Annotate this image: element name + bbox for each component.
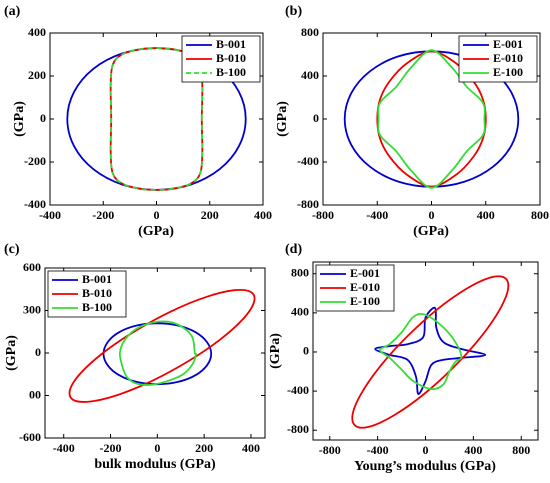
- legend-label: B-100: [82, 300, 112, 314]
- y-tick-label: -800: [297, 197, 319, 211]
- curve: [351, 275, 510, 429]
- panel-label: (b): [285, 4, 302, 19]
- legend-label: B-001: [216, 37, 246, 51]
- legend-label: E-010: [350, 280, 380, 294]
- x-tick-label: -800: [312, 208, 334, 222]
- x-tick-label: -400: [367, 443, 389, 457]
- y-tick-label: -400: [287, 383, 309, 397]
- x-tick-label: -400: [53, 441, 75, 455]
- y-axis-label: (GPa): [268, 333, 283, 369]
- x-tick-label: 0: [429, 208, 435, 222]
- curve: [377, 49, 486, 189]
- x-tick-label: 0: [423, 443, 429, 457]
- legend-label: B-010: [82, 286, 112, 300]
- x-tick-label: -200: [92, 208, 114, 222]
- x-tick-label: 400: [477, 208, 495, 222]
- x-tick-label: 200: [201, 208, 219, 222]
- legend-label: B-010: [216, 51, 246, 65]
- panel: -400 -200 0 200 400 -400 -200 0 200 400 (a) (GPa) (G…: [4, 4, 272, 239]
- panel-label: (c): [4, 242, 20, 257]
- x-tick-label: -400: [366, 208, 388, 222]
- y-tick-label: -200: [24, 154, 46, 168]
- x-tick-label: 800: [531, 208, 549, 222]
- y-tick-label: 800: [291, 265, 309, 279]
- x-tick-label: 800: [512, 443, 530, 457]
- y-tick-label: 600: [23, 260, 41, 274]
- legend-label: E-001: [350, 266, 380, 280]
- legend-label: B-100: [216, 65, 246, 79]
- panel: -800 -400 0 400 800 -800 -400 0 400 800 (b) (GPa) (G…: [275, 4, 549, 239]
- y-tick-label: 400: [291, 305, 309, 319]
- x-tick-label: -800: [319, 443, 341, 457]
- legend-label: E-100: [493, 65, 523, 79]
- y-tick-label: -800: [287, 422, 309, 436]
- x-tick-label: -200: [100, 441, 122, 455]
- legend-label: E-010: [493, 51, 523, 65]
- y-tick-label: -400: [24, 197, 46, 211]
- legend-label: E-100: [350, 294, 380, 308]
- y-tick-label: -600: [19, 430, 41, 444]
- x-tick-label: 400: [242, 441, 260, 455]
- y-axis-label: (GPa): [4, 335, 19, 371]
- x-axis-label: Young’s modulus (GPa): [354, 459, 496, 474]
- y-tick-label: 00: [29, 387, 41, 401]
- legend-label: B-001: [82, 272, 112, 286]
- y-tick-label: 200: [28, 68, 46, 82]
- y-tick-label: -400: [297, 154, 319, 168]
- curve: [379, 312, 463, 391]
- y-tick-label: 300: [23, 302, 41, 316]
- y-tick-label: 800: [301, 25, 319, 39]
- y-tick-label: 400: [28, 25, 46, 39]
- x-tick-label: 0: [154, 441, 160, 455]
- legend-label: E-001: [493, 37, 523, 51]
- x-tick-label: 0: [154, 208, 160, 222]
- y-tick-label: 400: [301, 68, 319, 82]
- x-axis-label: bulk modulus (GPa): [94, 457, 216, 472]
- x-tick-label: 200: [195, 441, 213, 455]
- y-tick-label: 0: [40, 111, 46, 125]
- panel: -800 -400 0 400 800 800 400 0 -400 -800 (d) Young’s…: [268, 242, 539, 474]
- x-axis-label: (GPa): [138, 224, 174, 239]
- x-tick-label: -400: [39, 208, 61, 222]
- y-tick-label: 0: [303, 344, 309, 358]
- y-tick-label: 0: [313, 111, 319, 125]
- curve: [68, 289, 256, 403]
- y-axis-label: (GPa): [275, 101, 290, 137]
- panel-label: (d): [285, 242, 302, 257]
- panel-label: (a): [4, 4, 21, 19]
- curve: [118, 320, 197, 386]
- x-axis-label: (GPa): [413, 224, 449, 239]
- y-axis-label: (GPa): [12, 101, 27, 137]
- y-tick-label: 0: [35, 345, 41, 359]
- curve: [374, 306, 487, 395]
- x-tick-label: 400: [254, 208, 272, 222]
- x-tick-label: 400: [464, 443, 482, 457]
